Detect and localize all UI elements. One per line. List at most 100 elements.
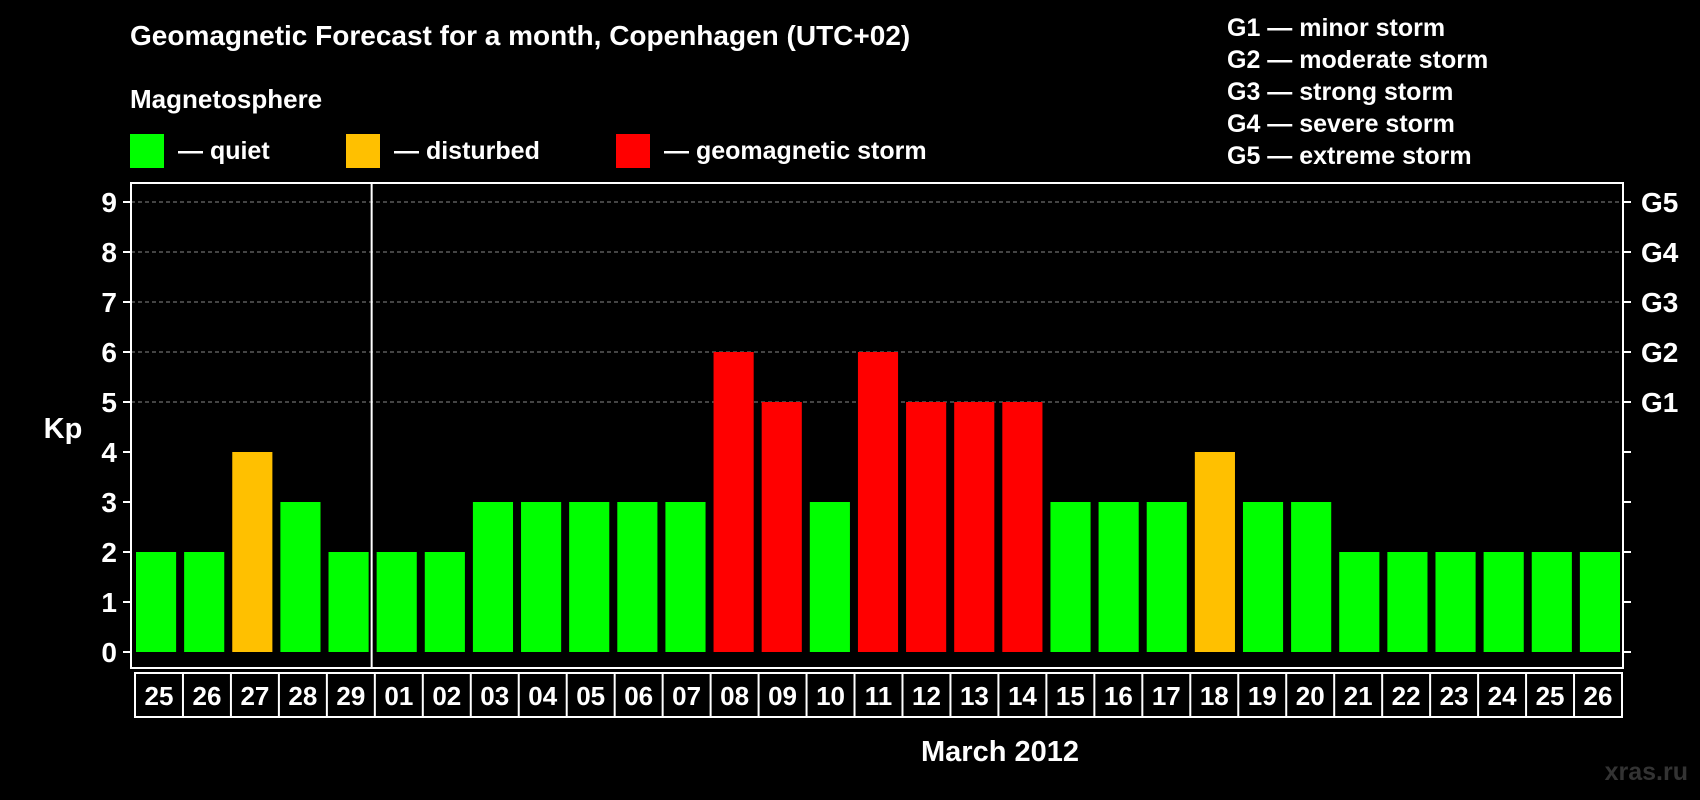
plot-frame [130, 182, 1624, 669]
legend-disturbed: — disturbed [346, 134, 540, 168]
bar-20 [1098, 502, 1139, 652]
legend-quiet: — quiet [130, 134, 270, 168]
legend-disturbed-swatch [346, 134, 380, 168]
watermark: xras.ru [1604, 758, 1688, 786]
g-scale-item: G1 — minor storm [1227, 14, 1446, 42]
bar-24 [1291, 502, 1332, 652]
legend-disturbed-label: — disturbed [394, 136, 540, 165]
x-tick-label: 14 [1008, 681, 1037, 711]
y-tick-label: 6 [101, 337, 117, 368]
y-tick-label: 5 [101, 387, 117, 418]
y-tick-label: 2 [101, 537, 117, 568]
bar-18 [1002, 402, 1043, 652]
legend-storm-swatch [616, 134, 650, 168]
bar-2 [232, 452, 273, 652]
y-tick-label: 8 [101, 237, 117, 268]
legend-storm-label: — geomagnetic storm [664, 136, 927, 165]
g-axis-label: G2 [1641, 337, 1678, 368]
x-tick-label: 10 [816, 681, 845, 711]
legend-quiet-swatch [130, 134, 164, 168]
x-tick-label: 02 [432, 681, 461, 711]
legend-heading: Magnetosphere [130, 84, 323, 114]
bar-5 [376, 552, 417, 652]
y-tick-label: 7 [101, 287, 117, 318]
x-tick-label: 08 [720, 681, 749, 711]
bar-10 [617, 502, 658, 652]
bar-15 [857, 352, 899, 652]
bar-11 [665, 502, 706, 652]
bar-9 [569, 502, 610, 652]
bar-30 [1579, 552, 1620, 652]
bar-7 [472, 502, 514, 652]
bar-23 [1242, 502, 1284, 652]
x-tick-label: 07 [672, 681, 701, 711]
bar-25 [1339, 552, 1380, 652]
bar-13 [761, 402, 802, 652]
x-axis-label: March 2012 [921, 736, 1079, 768]
bar-27 [1435, 552, 1476, 652]
x-tick-label: 17 [1152, 681, 1181, 711]
x-tick-label: 26 [1584, 681, 1613, 711]
bar-19 [1050, 502, 1091, 652]
g-scale-item: G2 — moderate storm [1227, 46, 1489, 74]
bar-1 [184, 552, 225, 652]
bar-16 [906, 402, 947, 652]
g-scale-legend: G1 — minor storm G2 — moderate storm G3 … [1227, 12, 1488, 172]
x-tick-label: 12 [912, 681, 941, 711]
bar-14 [809, 502, 850, 652]
bar-28 [1483, 552, 1524, 652]
chart-title: Geomagnetic Forecast for a month, Copenh… [130, 20, 911, 51]
g-axis-label: G5 [1641, 187, 1678, 218]
y-axis-title: Kp [44, 413, 83, 445]
legend-storm: — geomagnetic storm [616, 134, 927, 168]
x-tick-label: 01 [384, 681, 413, 711]
x-tick-label: 28 [288, 681, 317, 711]
category-box-frame [134, 672, 1623, 718]
bar-29 [1531, 552, 1572, 652]
x-tick-label: 04 [528, 681, 557, 711]
bar-6 [424, 552, 465, 652]
y-tick-label: 9 [101, 187, 117, 218]
legend-quiet-label: — quiet [178, 136, 270, 165]
g-axis-label: G3 [1641, 287, 1678, 318]
x-tick-label: 25 [1536, 681, 1565, 711]
x-tick-label: 20 [1296, 681, 1325, 711]
x-tick-label: 05 [576, 681, 605, 711]
bar-26 [1387, 552, 1428, 652]
x-tick-label: 22 [1392, 681, 1421, 711]
x-tick-label: 06 [624, 681, 653, 711]
g-scale-item: G4 — severe storm [1227, 110, 1455, 138]
bar-0 [136, 552, 177, 652]
bar-8 [521, 502, 562, 652]
x-tick-label: 09 [768, 681, 797, 711]
x-tick-label: 27 [240, 681, 269, 711]
bar-4 [328, 552, 369, 652]
g-scale-item: G5 — extreme storm [1227, 142, 1472, 170]
x-tick-label: 29 [336, 681, 365, 711]
g-scale-item: G3 — strong storm [1227, 78, 1454, 106]
y-tick-label: 1 [101, 587, 117, 618]
x-tick-label: 26 [192, 681, 221, 711]
bar-22 [1194, 452, 1235, 652]
x-tick-label: 13 [960, 681, 989, 711]
bar-3 [280, 502, 321, 652]
g-axis-label: G4 [1641, 237, 1679, 268]
x-tick-label: 24 [1488, 681, 1517, 711]
x-tick-label: 16 [1104, 681, 1133, 711]
bar-17 [954, 402, 995, 652]
x-tick-label: 03 [480, 681, 509, 711]
g-axis-label: G1 [1641, 387, 1678, 418]
x-tick-label: 18 [1200, 681, 1229, 711]
y-tick-label: 3 [101, 487, 117, 518]
x-tick-label: 15 [1056, 681, 1085, 711]
x-tick-label: 21 [1344, 681, 1373, 711]
y-tick-label: 0 [101, 637, 117, 668]
bar-21 [1146, 502, 1187, 652]
x-tick-label: 23 [1440, 681, 1469, 711]
bar-12 [713, 352, 754, 652]
y-tick-label: 4 [101, 437, 117, 468]
x-tick-label: 11 [865, 681, 893, 711]
x-tick-label: 25 [145, 681, 174, 711]
x-tick-label: 19 [1248, 681, 1277, 711]
